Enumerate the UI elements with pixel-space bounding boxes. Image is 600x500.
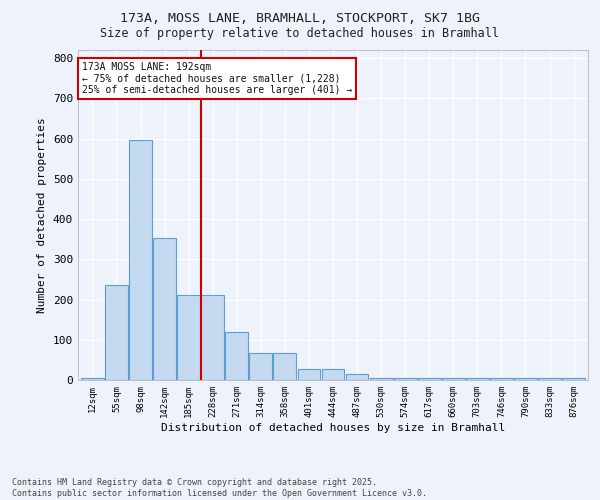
- Bar: [201, 296, 224, 380]
- Bar: [105, 284, 128, 380]
- Bar: [81, 378, 104, 380]
- Bar: [322, 368, 344, 380]
- Bar: [250, 353, 272, 380]
- Bar: [538, 378, 561, 380]
- Y-axis label: Number of detached properties: Number of detached properties: [37, 117, 47, 313]
- Bar: [298, 368, 320, 380]
- Text: 173A, MOSS LANE, BRAMHALL, STOCKPORT, SK7 1BG: 173A, MOSS LANE, BRAMHALL, STOCKPORT, SK…: [120, 12, 480, 26]
- Bar: [370, 378, 392, 380]
- Bar: [490, 378, 513, 380]
- Bar: [177, 296, 200, 380]
- Text: 173A MOSS LANE: 192sqm
← 75% of detached houses are smaller (1,228)
25% of semi-: 173A MOSS LANE: 192sqm ← 75% of detached…: [82, 62, 352, 96]
- Bar: [562, 378, 585, 380]
- Text: Size of property relative to detached houses in Bramhall: Size of property relative to detached ho…: [101, 28, 499, 40]
- Bar: [418, 378, 440, 380]
- Bar: [394, 378, 416, 380]
- Bar: [226, 332, 248, 380]
- Bar: [514, 378, 537, 380]
- Bar: [466, 378, 489, 380]
- X-axis label: Distribution of detached houses by size in Bramhall: Distribution of detached houses by size …: [161, 422, 505, 432]
- Bar: [442, 378, 465, 380]
- Bar: [346, 374, 368, 380]
- Bar: [274, 353, 296, 380]
- Text: Contains HM Land Registry data © Crown copyright and database right 2025.
Contai: Contains HM Land Registry data © Crown c…: [12, 478, 427, 498]
- Bar: [153, 238, 176, 380]
- Bar: [129, 140, 152, 380]
